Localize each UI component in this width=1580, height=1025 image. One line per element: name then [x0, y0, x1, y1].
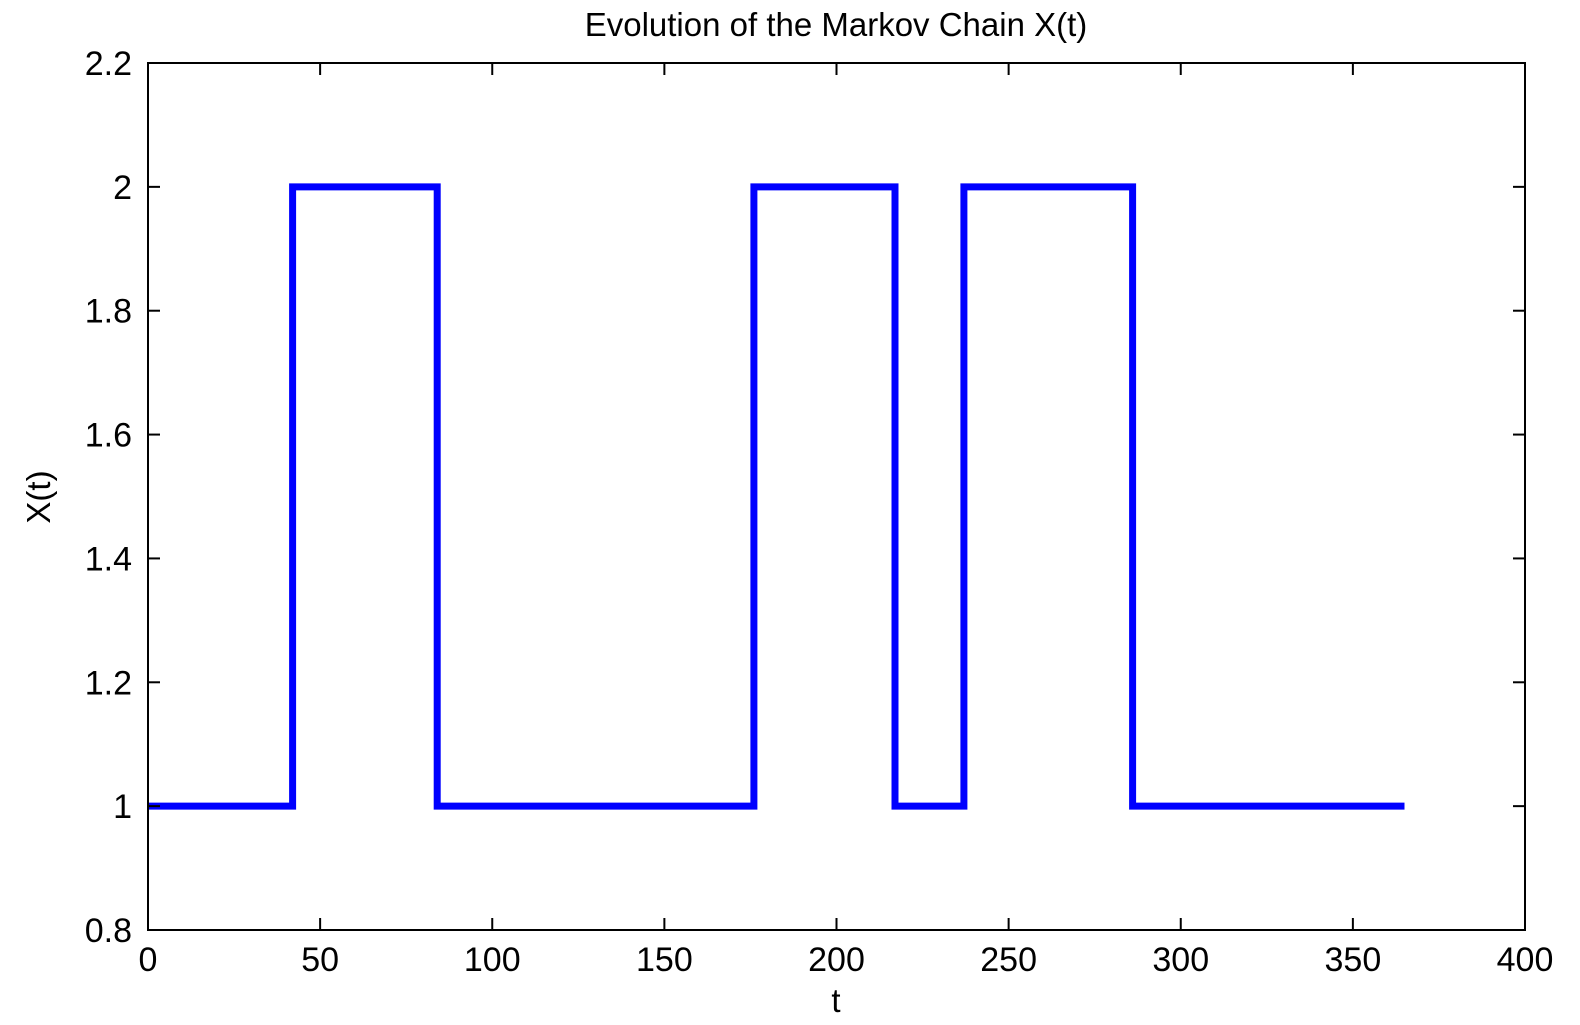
x-tick-label: 0	[139, 941, 158, 979]
x-tick-label: 300	[1152, 941, 1209, 979]
plot-frame	[147, 62, 1526, 931]
y-tick-label: 2	[113, 169, 132, 207]
x-tick-label: 100	[464, 941, 521, 979]
x-tick-label: 50	[301, 941, 339, 979]
y-tick-label: 1.6	[85, 417, 132, 455]
x-tick-label: 150	[636, 941, 693, 979]
x-tick-label: 400	[1497, 941, 1554, 979]
y-axis-title: X(t)	[20, 470, 57, 523]
x-tick-label: 350	[1325, 941, 1382, 979]
y-tick-label: 1.2	[85, 664, 132, 702]
x-tick-label: 200	[808, 941, 865, 979]
chart-title: Evolution of the Markov Chain X(t)	[585, 6, 1088, 43]
series-line-0	[148, 183, 1405, 810]
x-axis-ticks: 0 50 100 150 200 250 300 350 400	[139, 63, 1554, 979]
y-tick-label: 1.4	[85, 540, 132, 578]
y-tick-label: 0.8	[85, 912, 132, 950]
x-axis-title: t	[831, 982, 840, 1019]
plot-area	[148, 183, 1405, 810]
x-tick-label: 250	[980, 941, 1037, 979]
y-tick-label: 1	[113, 788, 132, 826]
y-tick-label: 2.2	[85, 45, 132, 83]
y-axis-ticks: 0.8 1 1.2 1.4 1.6 1.8 2 2.2	[85, 45, 1525, 950]
y-tick-label: 1.8	[85, 293, 132, 331]
